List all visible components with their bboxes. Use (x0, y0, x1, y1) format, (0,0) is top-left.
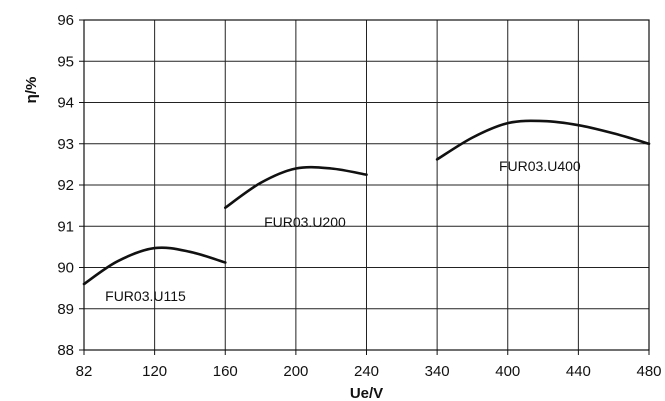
x-axis-label: Ue/V (350, 385, 383, 401)
series-annotations: FUR03.U115 FUR03.U200 FUR03.U400 (105, 158, 581, 304)
y-tick-label: 93 (57, 136, 74, 153)
x-tick-label: 120 (142, 363, 167, 380)
y-tick-label: 90 (57, 260, 74, 277)
y-tick-label: 95 (57, 53, 74, 70)
series-line-2 (435, 119, 651, 161)
series-layer (82, 119, 651, 286)
x-tick-label: 240 (354, 363, 379, 380)
y-tick-label: 89 (57, 301, 74, 318)
x-tick-label: 440 (566, 363, 591, 380)
grid (79, 19, 650, 355)
y-tick-label: 91 (57, 218, 74, 235)
y-tick-label: 94 (57, 95, 74, 112)
plot-frame (83, 19, 650, 351)
series-annotation: FUR03.U400 (499, 158, 581, 174)
y-axis-label: η/% (23, 77, 40, 104)
x-tick-label: 400 (495, 363, 520, 380)
series-line-0 (82, 246, 227, 286)
series-line-1 (224, 165, 368, 209)
series-annotation: FUR03.U115 (105, 288, 186, 304)
series-annotation: FUR03.U200 (264, 214, 346, 230)
x-tick-label: 200 (283, 363, 308, 380)
tick-labels: 88 89 90 91 92 93 94 95 96 82 120 160 200 240 340 400 44… (57, 12, 661, 380)
y-tick-label: 88 (57, 342, 74, 359)
x-tick-label: 160 (213, 363, 238, 380)
y-tick-label: 92 (57, 177, 74, 194)
x-tick-label: 480 (636, 363, 661, 380)
y-tick-label: 96 (57, 12, 74, 29)
x-tick-label: 82 (76, 363, 93, 380)
x-tick-label: 340 (425, 363, 450, 380)
